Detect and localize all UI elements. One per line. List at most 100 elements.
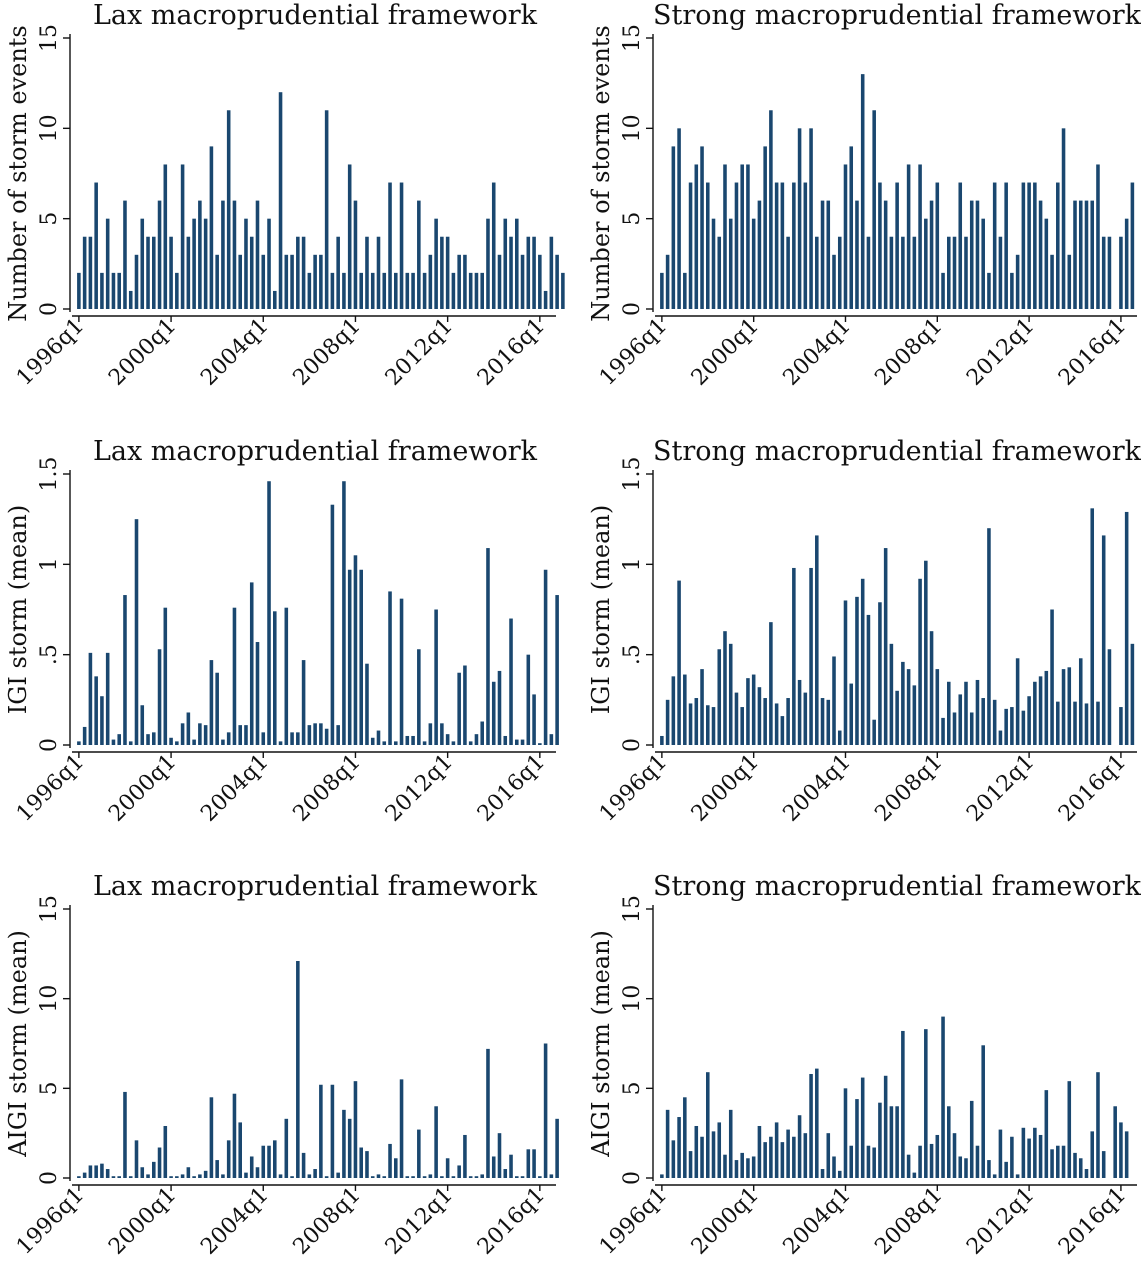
y-tick-label: 0 bbox=[37, 302, 62, 316]
bar bbox=[706, 182, 710, 309]
bar bbox=[1004, 708, 1008, 745]
bar bbox=[140, 218, 145, 309]
bar bbox=[1010, 272, 1014, 309]
bar bbox=[152, 732, 156, 745]
bar bbox=[411, 272, 415, 309]
bar bbox=[809, 567, 813, 745]
bar bbox=[543, 1043, 548, 1178]
bar bbox=[203, 725, 208, 745]
bar bbox=[912, 685, 917, 745]
bar bbox=[152, 236, 156, 309]
bar bbox=[330, 1084, 335, 1178]
bar bbox=[111, 739, 116, 745]
bar bbox=[238, 725, 242, 745]
bar bbox=[683, 1097, 687, 1178]
bar bbox=[491, 1156, 496, 1178]
bar bbox=[445, 236, 450, 309]
bar bbox=[509, 236, 513, 309]
bar bbox=[671, 1140, 676, 1178]
bar bbox=[935, 669, 940, 745]
bar bbox=[981, 698, 985, 745]
bar bbox=[918, 578, 922, 745]
bar bbox=[987, 272, 991, 309]
bar bbox=[100, 1163, 104, 1178]
bar bbox=[1021, 710, 1026, 745]
bar bbox=[503, 1169, 508, 1178]
bar bbox=[1090, 1131, 1095, 1178]
bar bbox=[1130, 182, 1135, 309]
bar bbox=[872, 1147, 876, 1178]
bar bbox=[169, 737, 173, 745]
bar bbox=[255, 200, 260, 309]
bar bbox=[774, 703, 779, 745]
bar bbox=[660, 1174, 664, 1178]
bar bbox=[146, 1174, 150, 1178]
bar bbox=[376, 1174, 381, 1178]
bar bbox=[947, 681, 951, 745]
bar bbox=[215, 254, 219, 309]
bar bbox=[763, 1142, 767, 1178]
bar bbox=[457, 254, 461, 309]
bar bbox=[688, 703, 693, 745]
bar bbox=[1027, 696, 1031, 745]
bar bbox=[1130, 643, 1135, 745]
bar bbox=[497, 254, 502, 309]
bar bbox=[186, 236, 191, 309]
bar bbox=[975, 679, 980, 745]
bar bbox=[249, 582, 254, 745]
bar bbox=[1107, 236, 1112, 309]
bar bbox=[278, 741, 283, 745]
bar bbox=[399, 598, 404, 745]
bar bbox=[520, 1176, 525, 1178]
bar bbox=[826, 699, 831, 745]
bar bbox=[215, 672, 219, 745]
bar bbox=[728, 1109, 733, 1178]
bar bbox=[480, 1174, 484, 1178]
bar bbox=[440, 1176, 444, 1178]
bar bbox=[711, 218, 716, 309]
bar bbox=[700, 1136, 704, 1178]
bar bbox=[1027, 1138, 1031, 1178]
bar bbox=[1073, 701, 1077, 745]
bar bbox=[244, 725, 248, 745]
bar bbox=[221, 1174, 225, 1178]
bar bbox=[906, 164, 911, 309]
panel-3: Lax macroprudential framework IGI storm (… bbox=[4, 436, 559, 827]
bar bbox=[964, 236, 968, 309]
bar bbox=[198, 1174, 202, 1178]
bar bbox=[1067, 254, 1072, 309]
bar bbox=[198, 723, 202, 745]
bar bbox=[417, 200, 421, 309]
bar bbox=[1050, 254, 1054, 309]
bar bbox=[296, 732, 300, 745]
bar bbox=[468, 272, 473, 309]
bar bbox=[1027, 182, 1031, 309]
x-tick-label: 1996q1 bbox=[12, 314, 89, 391]
bar bbox=[445, 1158, 450, 1178]
bar bbox=[324, 1176, 329, 1178]
bar bbox=[169, 1176, 173, 1178]
bar bbox=[445, 734, 450, 745]
bar bbox=[849, 683, 854, 745]
bar bbox=[1050, 1149, 1054, 1178]
bar bbox=[872, 719, 876, 745]
panel-6: Strong macroprudential framework AIGI sto… bbox=[587, 871, 1141, 1260]
bar bbox=[1015, 254, 1020, 309]
bar bbox=[278, 92, 283, 309]
bar bbox=[1096, 1072, 1100, 1178]
bar bbox=[244, 1172, 248, 1178]
bar bbox=[324, 110, 329, 310]
bar bbox=[688, 1151, 693, 1178]
bar bbox=[232, 607, 237, 745]
bar bbox=[486, 1048, 490, 1178]
bar bbox=[958, 694, 963, 745]
bar bbox=[711, 707, 716, 745]
y-axis-label: Number of storm events bbox=[587, 25, 615, 322]
x-tick-label: 2000q1 bbox=[104, 750, 181, 827]
bar bbox=[1101, 535, 1106, 745]
bar bbox=[1050, 609, 1054, 745]
bar bbox=[399, 1079, 404, 1178]
bar bbox=[952, 712, 957, 745]
bar bbox=[468, 741, 473, 745]
bar bbox=[480, 721, 484, 745]
